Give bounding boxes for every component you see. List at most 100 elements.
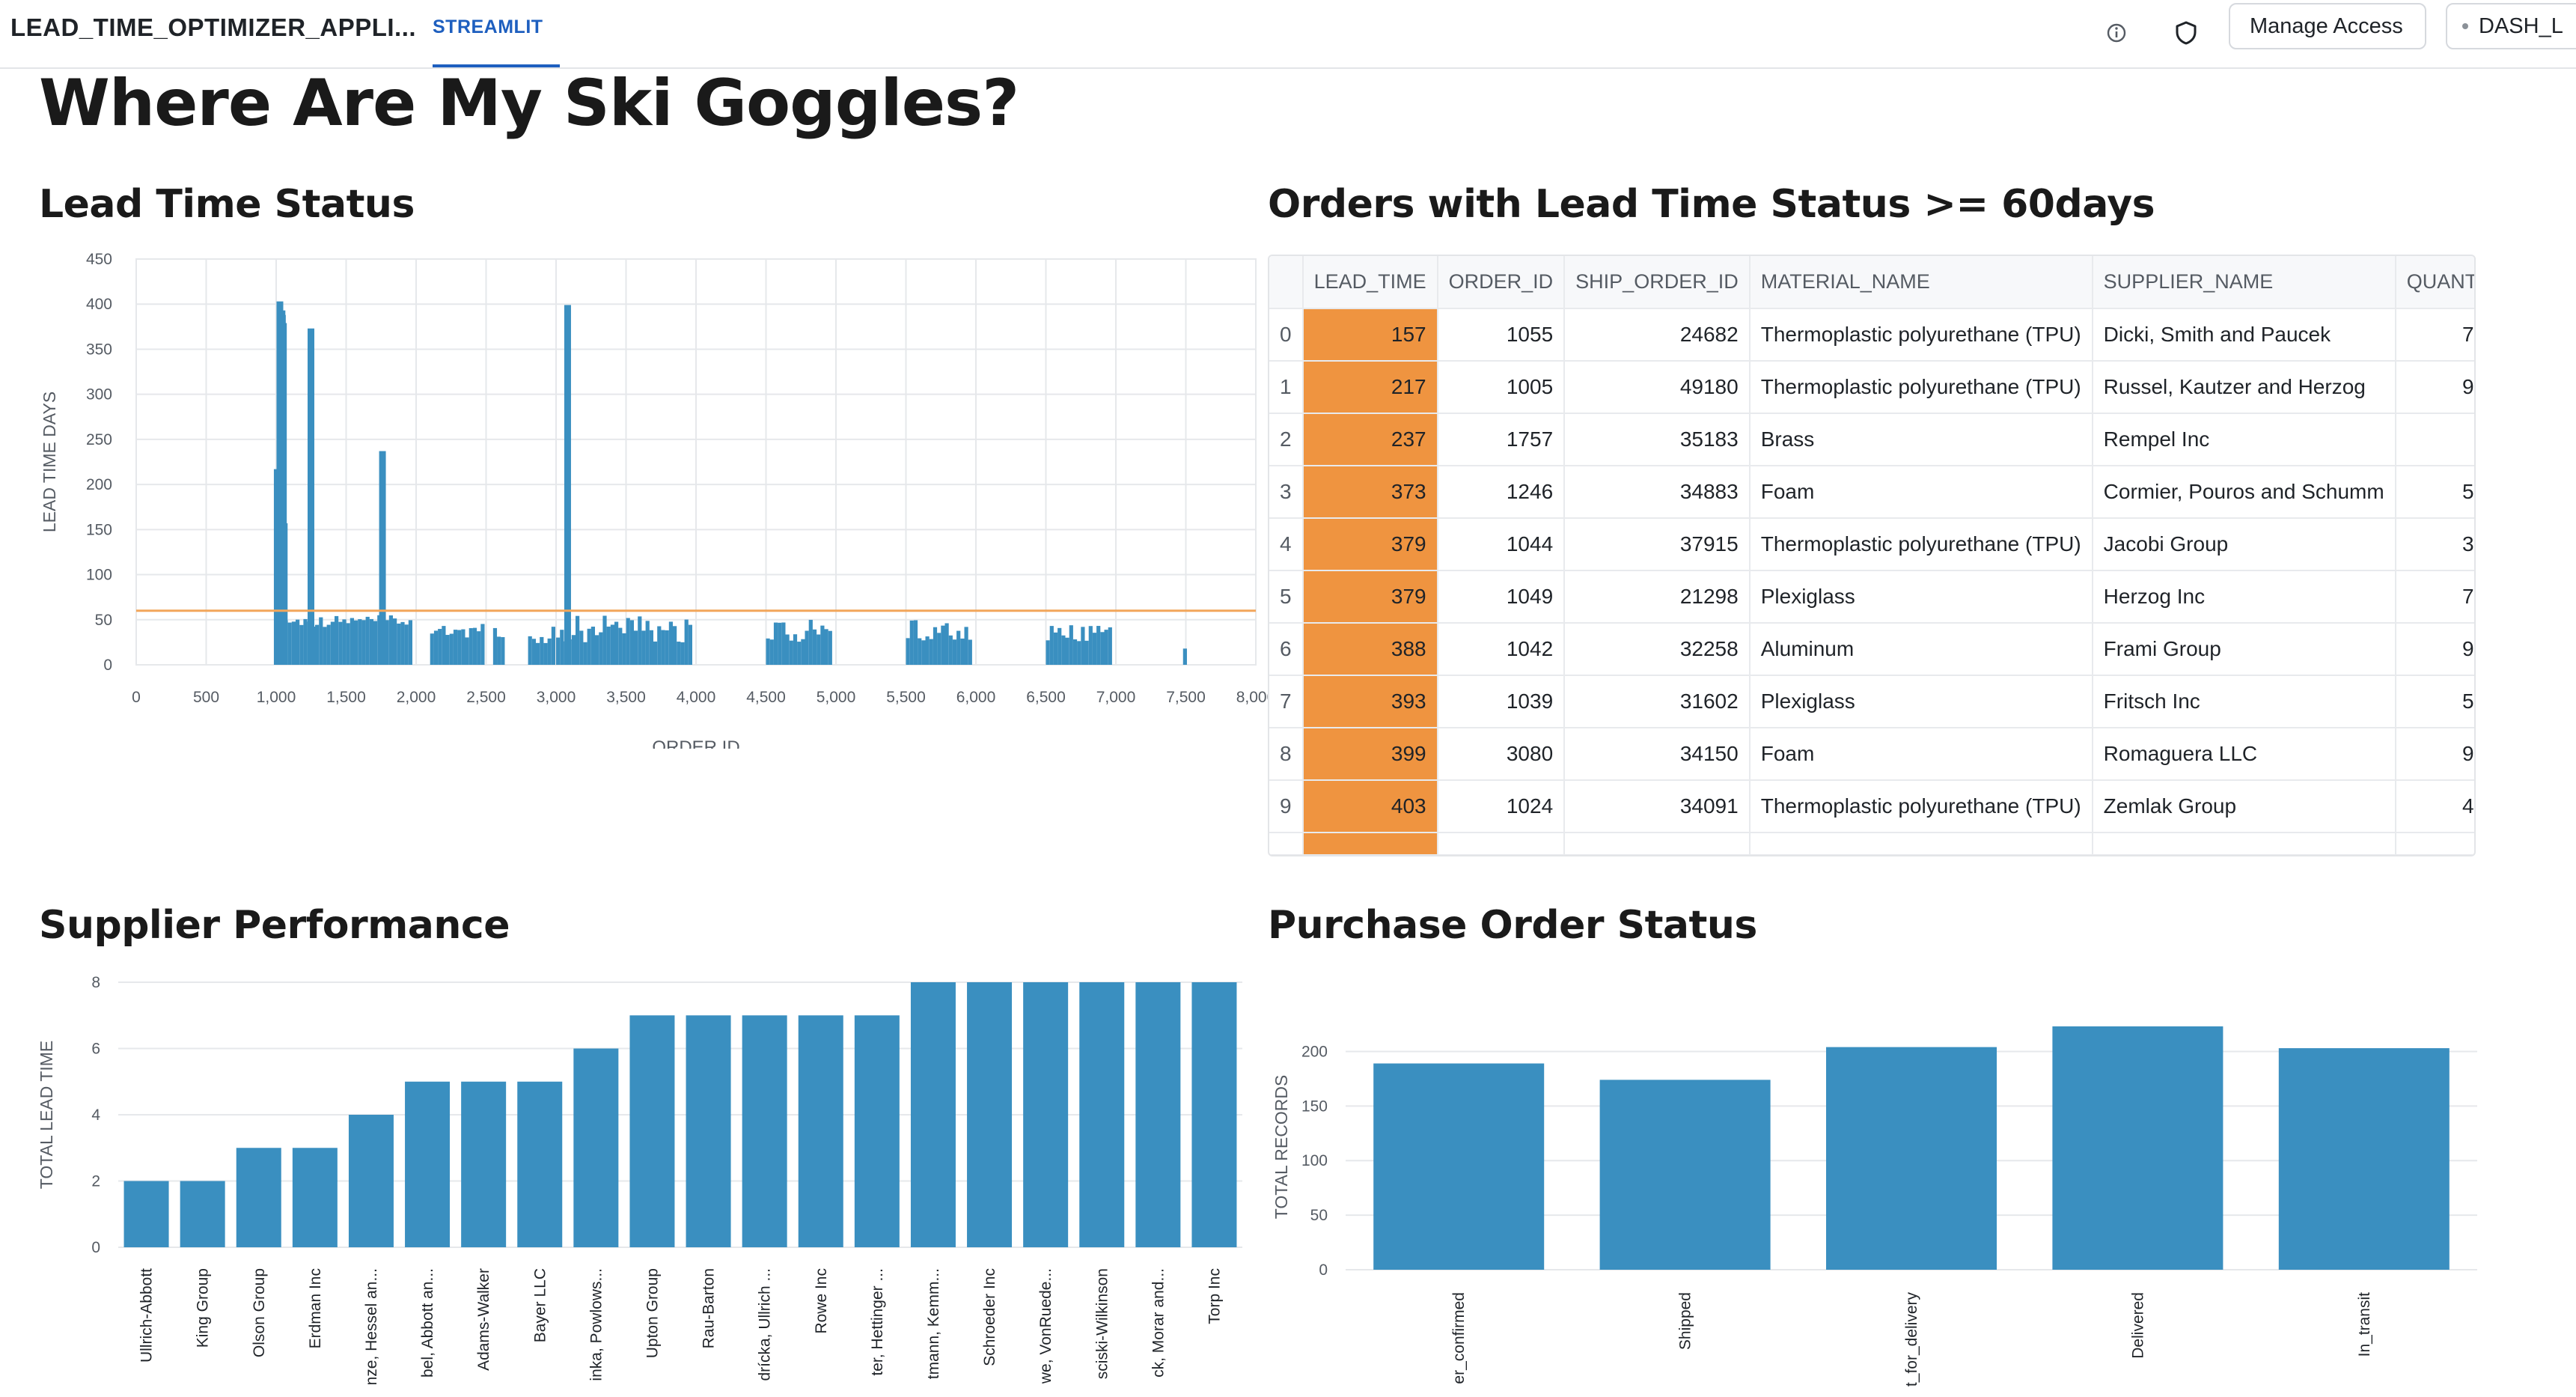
x-tick-label: t_for_delivery: [1903, 1292, 1920, 1387]
lead-time-status-heading: Lead Time Status: [39, 182, 415, 227]
y-tick-label: 150: [1301, 1098, 1328, 1115]
lead-time-bar: [472, 627, 477, 665]
x-tick-label: 4,500: [746, 689, 786, 706]
bar: [1135, 982, 1181, 1247]
cell-order-id: 3080: [1437, 728, 1566, 781]
lead-time-bar: [1108, 627, 1112, 665]
cell-lead-time: 379: [1302, 518, 1438, 571]
lead-time-bar: [408, 620, 412, 665]
lead-time-bar: [797, 642, 802, 665]
lead-time-bar: [326, 624, 331, 665]
lead-time-bar: [599, 632, 603, 665]
column-header-supplier-name[interactable]: SUPPLIER_NAME: [2092, 256, 2396, 309]
lead-time-bar: [684, 619, 689, 665]
lead-time-bar: [781, 622, 786, 665]
cell-material-name: Plexiglass: [1749, 570, 2093, 624]
x-tick-label: Schroeder Inc: [981, 1268, 998, 1366]
x-tick-label: Upton Group: [644, 1268, 661, 1358]
tab-streamlit[interactable]: STREAMLIT: [433, 16, 543, 37]
manage-access-button[interactable]: Manage Access: [2229, 3, 2426, 49]
lead-time-bar: [497, 636, 501, 665]
table-row[interactable]: 4 379 1044 37915 Thermoplastic polyurethane …: [1269, 518, 2474, 571]
lead-time-bar: [668, 621, 673, 665]
lead-time-bar: [673, 626, 677, 665]
bar: [123, 1181, 169, 1247]
x-tick-label: 1,000: [257, 689, 296, 706]
lead-time-bar: [1077, 641, 1081, 665]
x-tick-label: 6,500: [1026, 689, 1066, 706]
y-tick-label: 100: [1301, 1152, 1328, 1169]
lead-time-bar: [921, 640, 926, 665]
po-status-heading: Purchase Order Status: [1268, 903, 1757, 948]
y-tick-label: 50: [1310, 1207, 1328, 1224]
cell-material-name: Aluminum: [1749, 623, 2093, 676]
y-axis-label: TOTAL LEAD TIME: [37, 1041, 56, 1190]
lead-time-bar: [929, 639, 933, 665]
x-tick-label: 7,000: [1096, 689, 1136, 706]
cell-quantity: 244: [2395, 413, 2474, 466]
column-header-material-name[interactable]: MATERIAL_NAME: [1749, 256, 2093, 309]
table-row-partial: [1269, 833, 2474, 855]
cell-quantity: 7892: [2395, 308, 2474, 362]
row-index: 4: [1269, 518, 1304, 571]
orders-table[interactable]: LEAD_TIME ORDER_ID SHIP_ORDER_ID MATERIAL_N…: [1268, 255, 2476, 856]
x-tick-label: In_transit: [2356, 1292, 2373, 1357]
app-title[interactable]: LEAD_TIME_OPTIMIZER_APPLI...: [10, 13, 417, 41]
lead-time-bar: [677, 642, 681, 665]
column-header-order-id[interactable]: ORDER_ID: [1437, 256, 1566, 309]
cell-lead-time: 217: [1302, 361, 1438, 414]
lead-time-bar: [335, 615, 339, 665]
info-icon[interactable]: [2096, 12, 2137, 54]
row-index: 7: [1269, 675, 1304, 728]
lead-time-bar: [645, 621, 650, 665]
column-header-quantity[interactable]: QUANTITY: [2395, 256, 2474, 309]
lead-time-spike-bar: [564, 305, 571, 665]
lead-time-bar: [560, 630, 564, 665]
table-row[interactable]: 1 217 1005 49180 Thermoplastic polyurethane …: [1269, 361, 2474, 414]
lead-time-bar: [933, 627, 938, 665]
cell-quantity: 9374: [2395, 361, 2474, 414]
lead-time-bar: [1053, 632, 1058, 665]
lead-time-bar: [680, 642, 685, 665]
lead-time-bar: [828, 630, 832, 665]
y-tick-label: 0: [1319, 1261, 1328, 1279]
lead-time-bar: [661, 630, 665, 665]
x-tick-label: ter, Hettinger ...: [869, 1268, 886, 1376]
bar: [405, 1081, 451, 1247]
lead-time-bar: [1057, 627, 1062, 665]
row-index: 9: [1269, 780, 1304, 833]
column-header-lead-time[interactable]: LEAD_TIME: [1302, 256, 1438, 309]
cell-quantity: 4702: [2395, 780, 2474, 833]
lead-time-bar: [1104, 630, 1108, 665]
cell-supplier-name: Fritsch Inc: [2092, 675, 2396, 728]
dash-button[interactable]: DASH_L: [2446, 3, 2576, 49]
lead-time-bar: [400, 621, 405, 665]
lead-time-bar: [528, 636, 532, 665]
supplier-performance-chart[interactable]: 0 2 4 6 8 Ullrich-Abbott King Group Olson Group…: [30, 970, 1272, 1390]
lead-time-bar: [606, 626, 611, 665]
po-status-chart[interactable]: 0 50 100 150 200 er_confirmed Shipped t_for_del…: [1265, 970, 2492, 1390]
table-row[interactable]: 3 373 1246 34883 Foam Cormier, Pouros and Sch…: [1269, 466, 2474, 519]
column-header-ship-order-id[interactable]: SHIP_ORDER_ID: [1564, 256, 1751, 309]
bar: [180, 1181, 225, 1247]
table-row[interactable]: 0 157 1055 24682 Thermoplastic polyurethane …: [1269, 308, 2474, 362]
lead-time-bar: [595, 635, 599, 665]
y-tick-label: 200: [86, 476, 112, 493]
cell-supplier-name: Cormier, Pouros and Schumm: [2092, 466, 2396, 519]
y-tick-label: 8: [91, 974, 100, 991]
x-tick-label: 8,000: [1236, 689, 1272, 706]
table-row[interactable]: 9 403 1024 34091 Thermoplastic polyurethane …: [1269, 780, 2474, 833]
index-header[interactable]: [1269, 256, 1304, 309]
lead-time-chart[interactable]: 0 500 1,000 1,500 2,000 2,500 3,000 3,500 4,000 4…: [30, 240, 1272, 749]
x-tick-label: ck, Morar and...: [1150, 1268, 1167, 1378]
x-tick-label: inka, Powlows...: [587, 1268, 605, 1381]
lead-time-bar: [937, 633, 941, 665]
lead-time-bar: [1182, 648, 1187, 665]
shield-icon[interactable]: [2165, 12, 2207, 54]
cell-ship-order-id: 37915: [1564, 518, 1751, 571]
